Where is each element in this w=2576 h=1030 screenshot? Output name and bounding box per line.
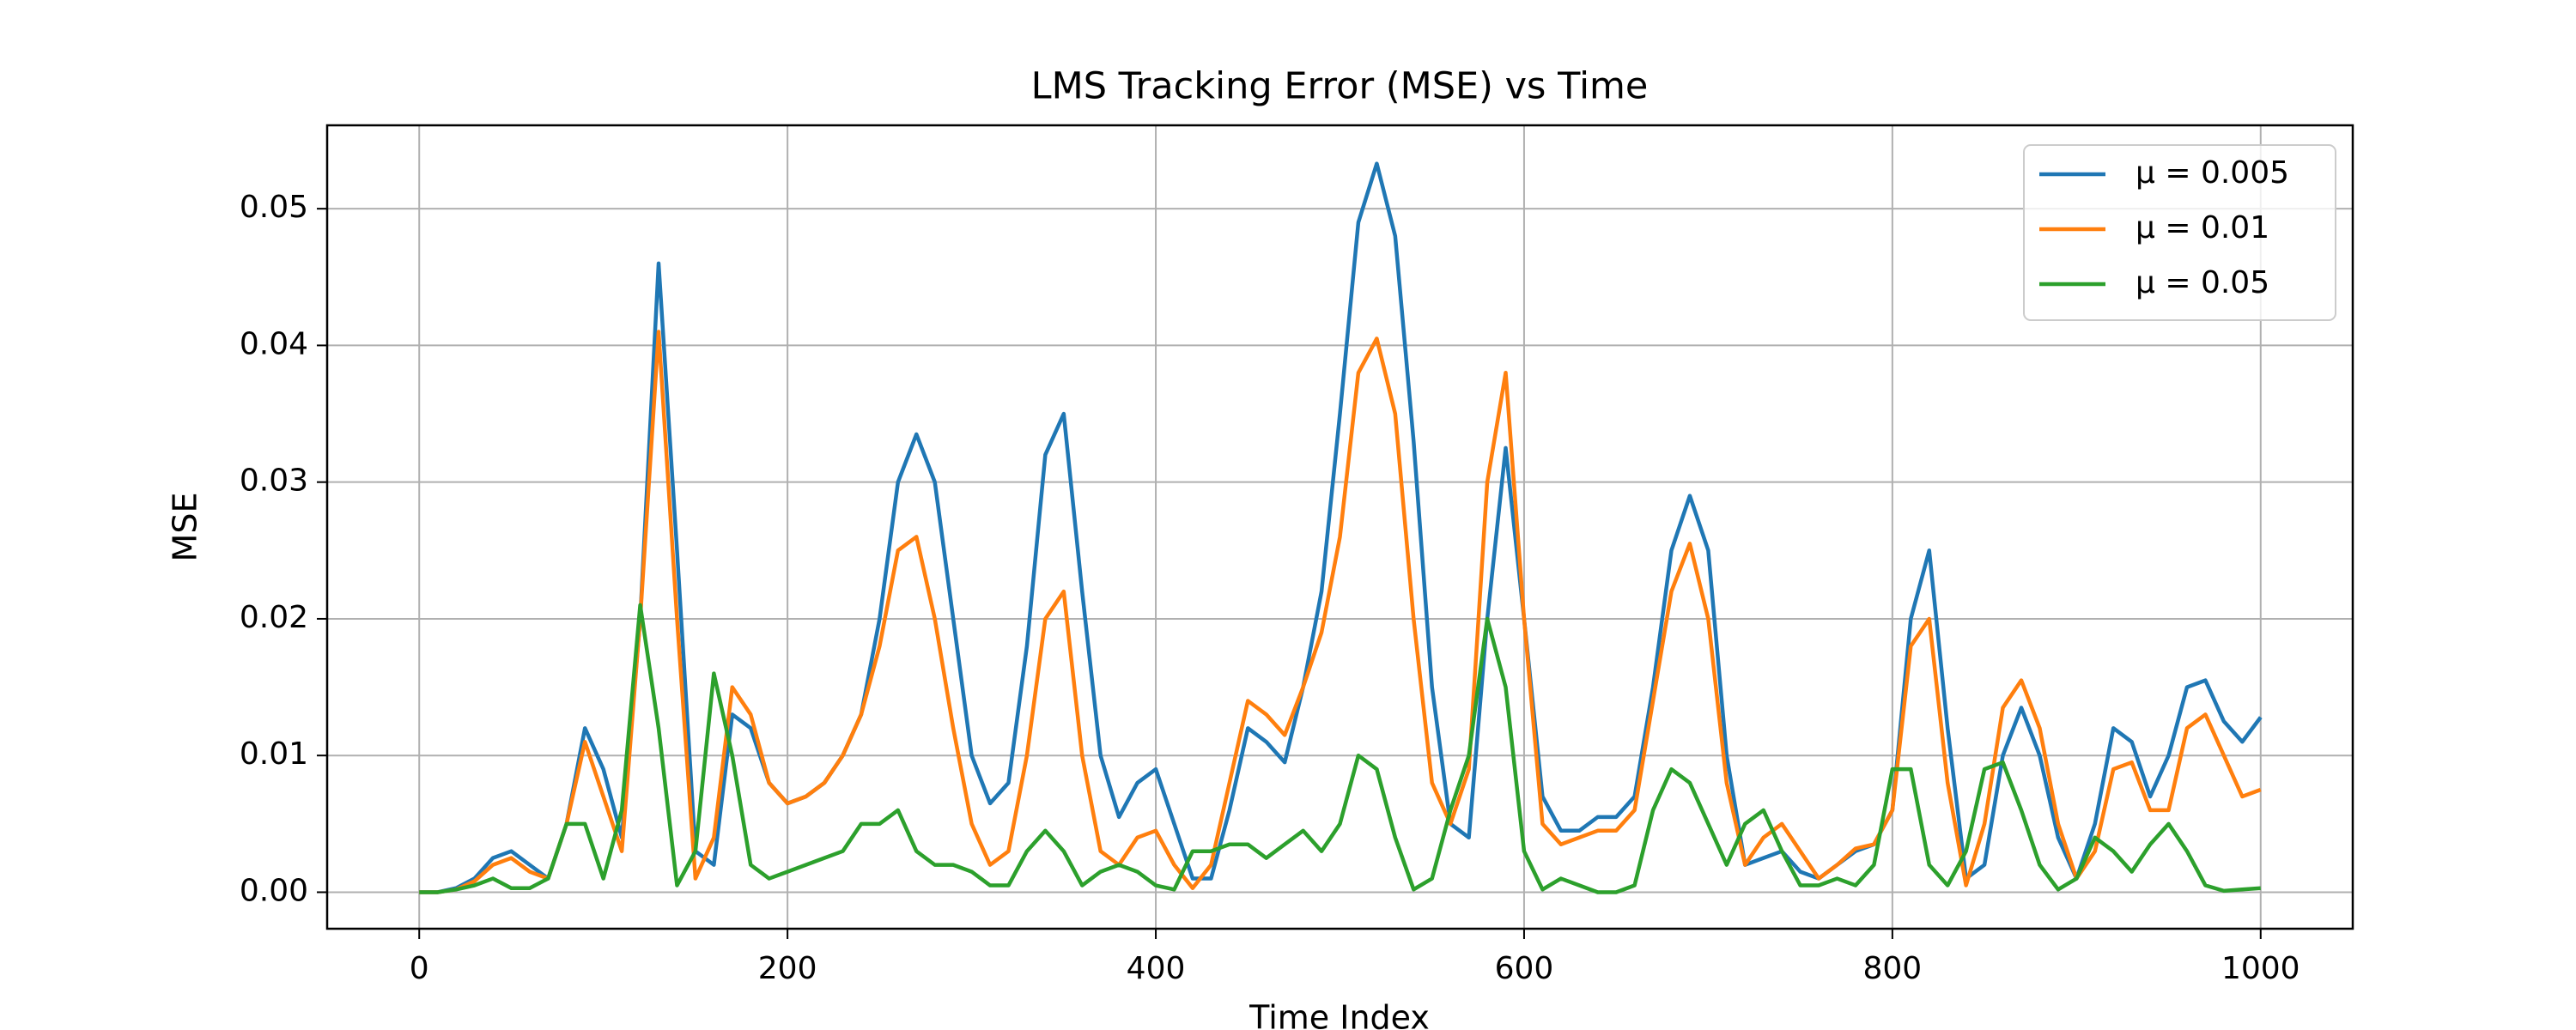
y-tick-label: 0.02 [240, 600, 308, 635]
x-tick-label: 0 [410, 951, 429, 986]
x-tick-label: 800 [1863, 951, 1923, 986]
y-tick-label: 0.03 [240, 464, 308, 499]
legend-label: μ = 0.05 [2136, 265, 2269, 300]
x-tick-label: 400 [1127, 951, 1186, 986]
y-tick-label: 0.05 [240, 190, 308, 225]
x-axis-label: Time Index [1249, 999, 1430, 1030]
series-line [419, 603, 2261, 894]
y-tick-label: 0.01 [240, 736, 308, 772]
y-tick-label: 0.04 [240, 326, 308, 361]
legend-box [2023, 144, 2336, 321]
legend-label: μ = 0.005 [2136, 155, 2289, 191]
chart-title: LMS Tracking Error (MSE) vs Time [1031, 65, 1649, 108]
plot-frame [325, 124, 2354, 930]
series-line [419, 161, 2263, 894]
x-tick-label: 1000 [2221, 951, 2300, 986]
x-tick-label: 600 [1495, 951, 1554, 986]
x-tick-label: 200 [758, 951, 817, 986]
y-tick-label: 0.00 [240, 873, 308, 908]
y-axis-label: MSE [167, 493, 204, 562]
legend-label: μ = 0.01 [2136, 210, 2269, 245]
series-line [419, 330, 2262, 894]
legend: μ = 0.005 μ = 0.01 μ = 0.05 [2023, 144, 2336, 321]
